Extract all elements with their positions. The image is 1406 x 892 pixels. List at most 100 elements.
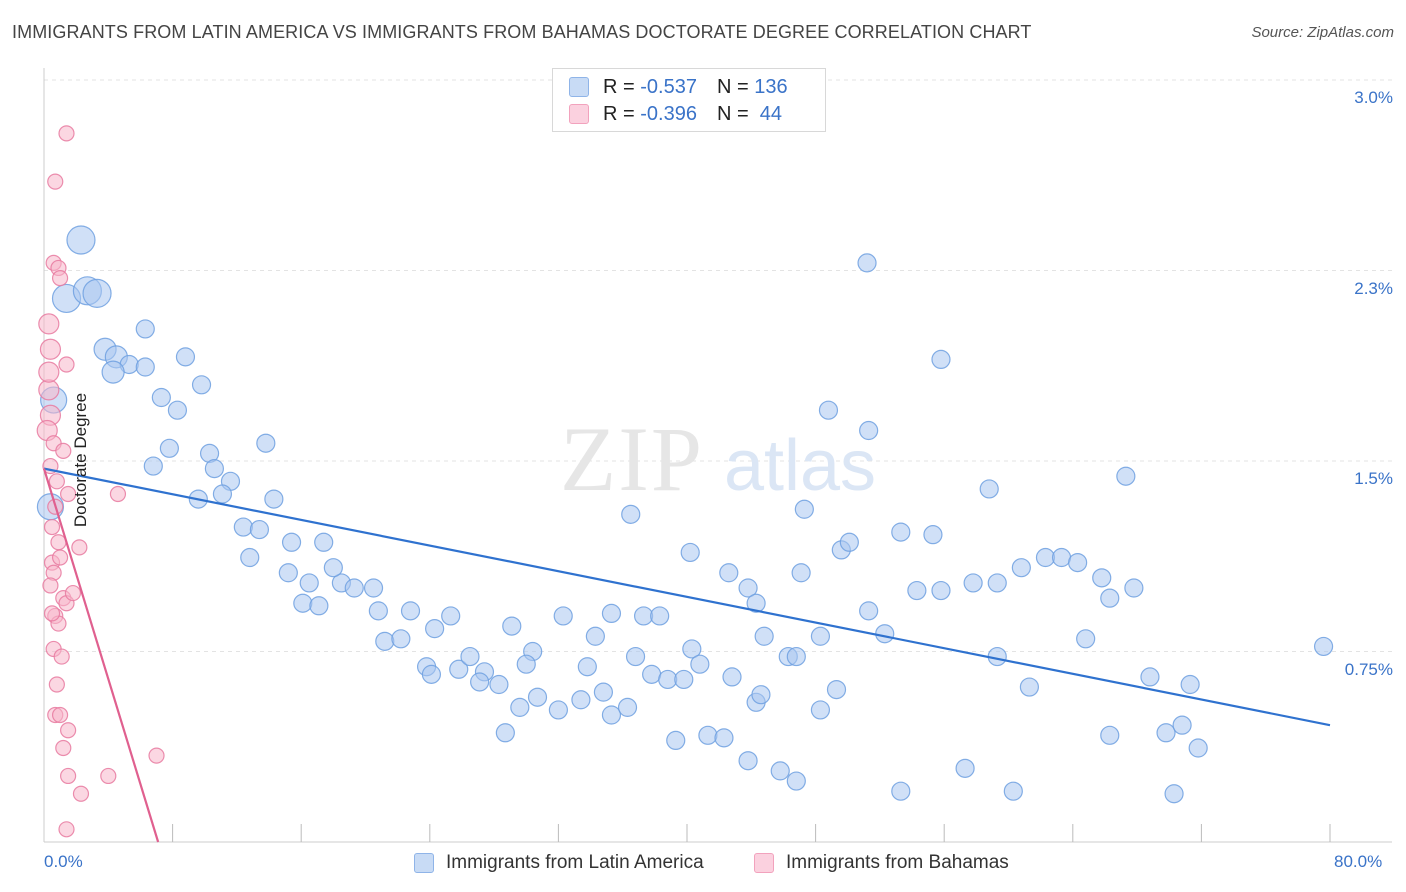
data-point (135, 319, 155, 339)
data-point (770, 761, 790, 781)
data-point (71, 539, 88, 556)
data-point (682, 639, 702, 659)
bottom-legend-latin-america: Immigrants from Latin America (414, 852, 704, 874)
data-point (55, 739, 72, 757)
data-point (1076, 629, 1096, 649)
data-point (1116, 466, 1136, 486)
data-point (1068, 552, 1088, 573)
data-point (617, 697, 638, 717)
data-point (859, 420, 879, 441)
data-point (100, 767, 117, 785)
data-point (859, 601, 879, 621)
data-point (50, 534, 67, 551)
data-point (527, 687, 548, 707)
data-point (548, 700, 569, 720)
data-point (891, 522, 911, 542)
legend-row-latin-america: R = -0.537 N = 136 (569, 75, 788, 99)
data-point (553, 606, 573, 626)
data-point (489, 674, 509, 695)
data-point (64, 584, 82, 602)
data-point (233, 517, 253, 537)
series-bahamas (36, 125, 165, 838)
watermark-atlas: atlas (724, 426, 876, 506)
data-point (58, 125, 75, 142)
data-point (53, 648, 70, 665)
data-point (642, 664, 662, 684)
data-point (344, 578, 364, 598)
data-point (470, 672, 490, 692)
data-point (1035, 547, 1056, 568)
bottom-legend-bahamas: Immigrants from Bahamas (754, 852, 1009, 874)
legend-n-label: N = (716, 102, 749, 125)
data-point (714, 728, 734, 748)
data-point (680, 542, 700, 563)
bottom-legend-swatch-latin-america (414, 853, 434, 873)
data-point (516, 654, 536, 674)
data-point (240, 547, 260, 568)
data-point (175, 347, 196, 367)
data-point (1180, 674, 1200, 695)
data-point (1100, 725, 1120, 745)
data-point (601, 705, 622, 725)
legend-n-label: N = (716, 75, 749, 98)
data-point (39, 338, 62, 360)
axes (43, 68, 1392, 843)
y-tick-label: 3.0% (1354, 88, 1393, 107)
data-point (60, 485, 77, 503)
data-point (698, 725, 718, 745)
watermark-zip: ZIP (560, 408, 704, 510)
series-latin-america (36, 225, 1334, 804)
data-point (314, 532, 334, 552)
data-point (58, 356, 75, 373)
data-point (1011, 558, 1031, 578)
data-point (82, 278, 112, 308)
bottom-legend-label: Immigrants from Bahamas (786, 852, 1009, 873)
data-point (722, 667, 742, 687)
data-point (460, 646, 480, 667)
data-point (143, 456, 163, 476)
data-point (746, 593, 766, 613)
data-point (510, 697, 530, 717)
legend-r-value: -0.537 (640, 75, 697, 98)
data-point (58, 821, 75, 838)
x-tick-label-max: 80.0% (1334, 852, 1383, 871)
data-point (191, 375, 212, 395)
data-point (1156, 723, 1176, 743)
data-point (368, 601, 388, 621)
data-point (666, 730, 686, 751)
data-point (51, 549, 69, 566)
data-point (1051, 547, 1072, 568)
data-point (839, 532, 859, 552)
data-point (281, 532, 302, 552)
data-point (109, 485, 127, 503)
data-point (857, 253, 877, 273)
trend-line-bahamas (42, 468, 160, 843)
data-point (43, 605, 61, 622)
data-point (212, 484, 233, 504)
data-point (299, 573, 319, 593)
chart-title: IMMIGRANTS FROM LATIN AMERICA VS IMMIGRA… (12, 22, 1032, 42)
data-point (51, 706, 69, 724)
data-point (690, 654, 710, 674)
data-point (738, 751, 758, 771)
data-point (979, 479, 999, 499)
y-tick-label: 2.3% (1354, 278, 1393, 298)
data-point (323, 558, 343, 578)
data-point (786, 646, 806, 667)
data-point (441, 606, 461, 626)
data-point (1100, 588, 1120, 608)
data-point (449, 659, 469, 679)
data-point (907, 580, 927, 601)
data-point (738, 578, 758, 598)
data-point (278, 563, 298, 583)
data-point (1164, 784, 1184, 804)
data-point (204, 459, 224, 479)
data-point (963, 573, 983, 593)
y-tick-label: 0.75% (1344, 659, 1393, 679)
bottom-legend: Immigrants from Latin America Immigrants… (0, 850, 1406, 880)
trend-lines (42, 467, 1331, 843)
data-point (400, 601, 421, 621)
legend-n-value: 136 (754, 75, 788, 98)
data-point (48, 676, 65, 693)
data-point (47, 173, 64, 190)
